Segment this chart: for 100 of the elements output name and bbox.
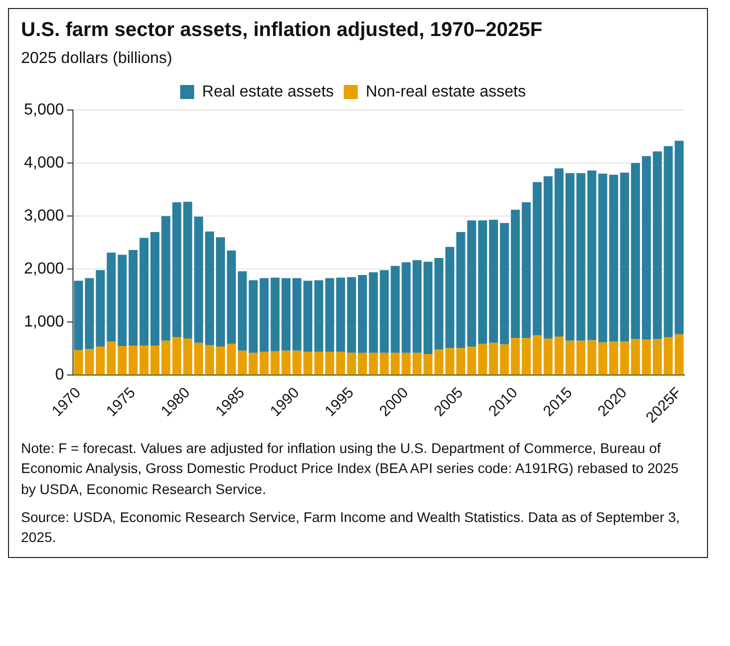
bar <box>270 278 280 352</box>
text: Note: F = forecast. Values are adjusted for inflation using the U.S. Department of Commerce, Bureau of Economic Analysis, Gross Domestic Product Price Index (BEA API series code: A191RG) rebased to 2025 by USDA, Economic Research Service. <box>21 439 680 499</box>
bar <box>260 352 269 375</box>
bar <box>106 342 116 375</box>
bar <box>554 336 564 375</box>
bar <box>292 278 302 351</box>
bar <box>500 222 509 344</box>
bar <box>652 339 662 375</box>
bar <box>445 246 454 348</box>
y-tick-label: 2,000 <box>24 260 64 278</box>
bar <box>140 345 149 375</box>
bar <box>336 278 346 352</box>
bar <box>194 342 204 375</box>
bar <box>226 250 236 344</box>
bar <box>402 262 411 353</box>
bar <box>303 280 312 352</box>
bar <box>565 340 574 375</box>
bar <box>368 272 378 353</box>
bar <box>84 349 94 375</box>
bar <box>500 344 509 375</box>
bar <box>358 274 367 353</box>
bar <box>412 352 422 375</box>
bar <box>554 168 564 336</box>
bar <box>478 220 488 344</box>
bar <box>642 156 651 340</box>
bar <box>194 216 204 343</box>
bar <box>238 271 247 351</box>
bar <box>118 346 127 375</box>
bar <box>467 346 476 375</box>
bar <box>424 262 432 354</box>
bar <box>292 350 302 375</box>
bar <box>478 344 488 375</box>
bar <box>489 342 498 375</box>
bar <box>226 344 236 375</box>
y-tick-label: 4,000 <box>24 154 64 172</box>
y-tick-label: 1,000 <box>24 314 64 331</box>
bar <box>424 354 432 375</box>
y-axis-title: 2025 dollars (billions) <box>21 50 174 68</box>
bar <box>106 252 116 342</box>
y-tick-label: 0 <box>55 366 64 384</box>
bar <box>282 350 290 375</box>
bar <box>216 346 225 375</box>
bar <box>347 352 356 375</box>
bar <box>609 174 618 342</box>
bar <box>664 337 673 375</box>
bar <box>544 338 553 375</box>
bar <box>467 220 476 347</box>
y-tick-label: 5,000 <box>24 101 64 118</box>
bar <box>674 140 684 334</box>
bar <box>544 176 553 339</box>
bar <box>128 345 138 375</box>
bar <box>445 348 454 375</box>
bar <box>510 210 520 338</box>
bar <box>150 232 160 346</box>
bar <box>118 254 127 346</box>
bar <box>598 342 608 375</box>
bar <box>587 170 596 340</box>
bar <box>576 173 586 341</box>
bar <box>150 345 160 375</box>
bar <box>620 172 630 342</box>
bar <box>642 340 651 375</box>
y-tick-label: 3,000 <box>24 207 64 224</box>
bar <box>631 163 640 340</box>
bar <box>674 334 684 375</box>
legend-label: Non-real estate assets <box>366 83 526 100</box>
bar <box>609 342 618 375</box>
bar <box>205 344 214 375</box>
bar <box>248 280 258 353</box>
bar <box>282 278 290 351</box>
bar <box>248 352 258 375</box>
bar <box>565 173 574 341</box>
bar <box>456 232 466 348</box>
bar <box>96 346 105 375</box>
bar <box>238 350 247 375</box>
bar <box>576 340 586 375</box>
bar <box>434 258 444 350</box>
bar <box>74 280 83 350</box>
source-note: Source: USDA, Economic Research Service, Farm Income and Wealth Statistics. Data as of September 3, 2025. <box>21 508 681 548</box>
bar <box>216 237 225 347</box>
bar <box>620 342 630 375</box>
bar <box>96 270 105 347</box>
bar <box>347 277 356 353</box>
bar <box>140 238 149 346</box>
bar <box>74 350 83 375</box>
bar <box>260 278 269 352</box>
bar <box>161 216 170 341</box>
bar <box>205 231 214 345</box>
bar <box>368 352 378 375</box>
chart-title: U.S. farm sector assets, inflation adjusted, 1970–2025F <box>21 19 544 42</box>
bar <box>510 338 520 375</box>
bar <box>587 340 596 375</box>
bar <box>434 350 444 375</box>
bar <box>598 174 608 342</box>
bar <box>489 220 498 343</box>
legend-label: Real estate assets <box>202 83 334 100</box>
bar <box>303 352 312 375</box>
bar <box>84 278 94 350</box>
bar <box>358 352 367 375</box>
bar <box>652 151 662 340</box>
bar <box>412 260 422 353</box>
